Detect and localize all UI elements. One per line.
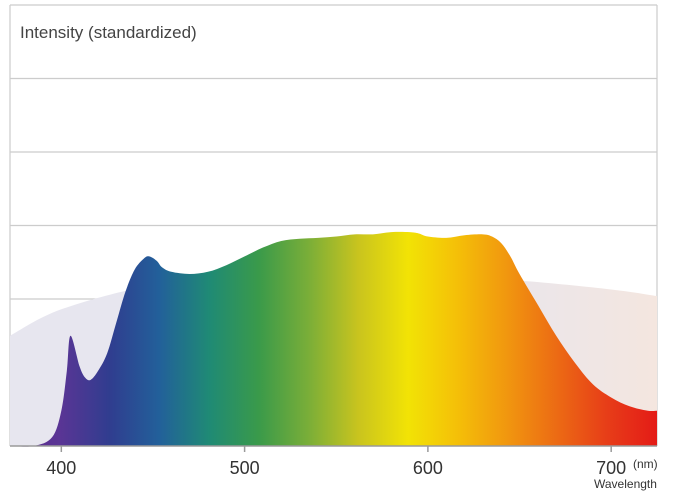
x-tick-label: 600: [413, 458, 443, 478]
x-axis-unit: (nm): [633, 457, 658, 471]
x-axis-title: Wavelength: [594, 477, 657, 491]
x-tick-label: 700: [596, 458, 626, 478]
x-axis: 400 500 600 700: [10, 445, 657, 478]
x-tick-label: 500: [230, 458, 260, 478]
spectrum-area: [10, 231, 657, 447]
y-axis-title: Intensity (standardized): [20, 23, 197, 42]
plot-areas: [10, 231, 657, 447]
x-tick-label: 400: [46, 458, 76, 478]
